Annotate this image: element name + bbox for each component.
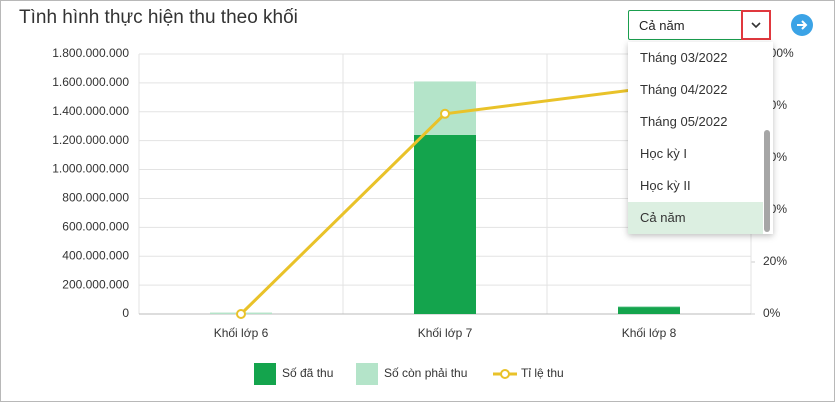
line-marker — [236, 309, 246, 319]
x-tick-label: Khối lớp 7 — [418, 326, 473, 340]
period-option[interactable]: Học kỳ II — [640, 178, 691, 193]
x-tick-label: Khối lớp 8 — [622, 326, 677, 340]
bar — [618, 307, 680, 314]
y-tick-label: 400.000.000 — [62, 248, 129, 262]
legend-swatch — [500, 369, 510, 379]
y-tick-label: 1.400.000.000 — [52, 104, 129, 118]
legend-label: Số còn phải thu — [384, 366, 467, 380]
selected-period: Cả năm — [639, 18, 685, 33]
y-tick-label: 1.200.000.000 — [52, 133, 129, 147]
dropdown-toggle[interactable] — [741, 10, 771, 40]
scrollbar-thumb — [764, 130, 770, 232]
chevron — [751, 22, 761, 29]
y-tick-label: 1.000.000.000 — [52, 162, 129, 176]
y-tick-label: 0 — [122, 306, 129, 320]
y-tick-label: 200.000.000 — [62, 277, 129, 291]
period-option[interactable]: Học kỳ I — [640, 146, 687, 161]
y-tick-label: 600.000.000 — [62, 220, 129, 234]
legend-label: Tỉ lệ thu — [521, 366, 564, 380]
period-select[interactable]: Cả năm — [628, 10, 771, 40]
y-tick-label: 1.800.000.000 — [52, 46, 129, 60]
period-options: Tháng 03/2022 Tháng 04/2022 Tháng 05/2022 H… — [628, 42, 773, 234]
bar — [414, 81, 476, 135]
go-button[interactable] — [791, 14, 813, 36]
arrow-icon — [797, 20, 808, 30]
bar — [414, 134, 476, 314]
y-tick-label: 1.600.000.000 — [52, 75, 129, 89]
bar — [618, 306, 680, 308]
y2-tick-label: 20% — [763, 254, 787, 268]
period-option[interactable]: Cả năm — [628, 202, 763, 234]
period-option[interactable]: Tháng 05/2022 — [640, 114, 728, 129]
y2-tick-label: 0% — [763, 306, 781, 320]
legend-swatch — [254, 363, 276, 385]
line-marker — [440, 108, 450, 119]
period-option[interactable]: Tháng 03/2022 — [640, 50, 728, 65]
title: Tình hình thực hiện thu theo khối — [19, 7, 298, 28]
legend-label: Số đã thu — [282, 366, 333, 380]
legend-swatch — [356, 363, 378, 385]
y-tick-label: 800.000.000 — [62, 191, 129, 205]
period-option[interactable]: Tháng 04/2022 — [640, 82, 728, 97]
x-tick-label: Khối lớp 6 — [214, 326, 269, 340]
